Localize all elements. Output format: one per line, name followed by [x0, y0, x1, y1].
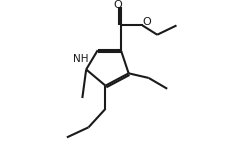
Text: NH: NH [73, 54, 89, 64]
Text: O: O [142, 17, 151, 27]
Text: O: O [113, 0, 122, 10]
